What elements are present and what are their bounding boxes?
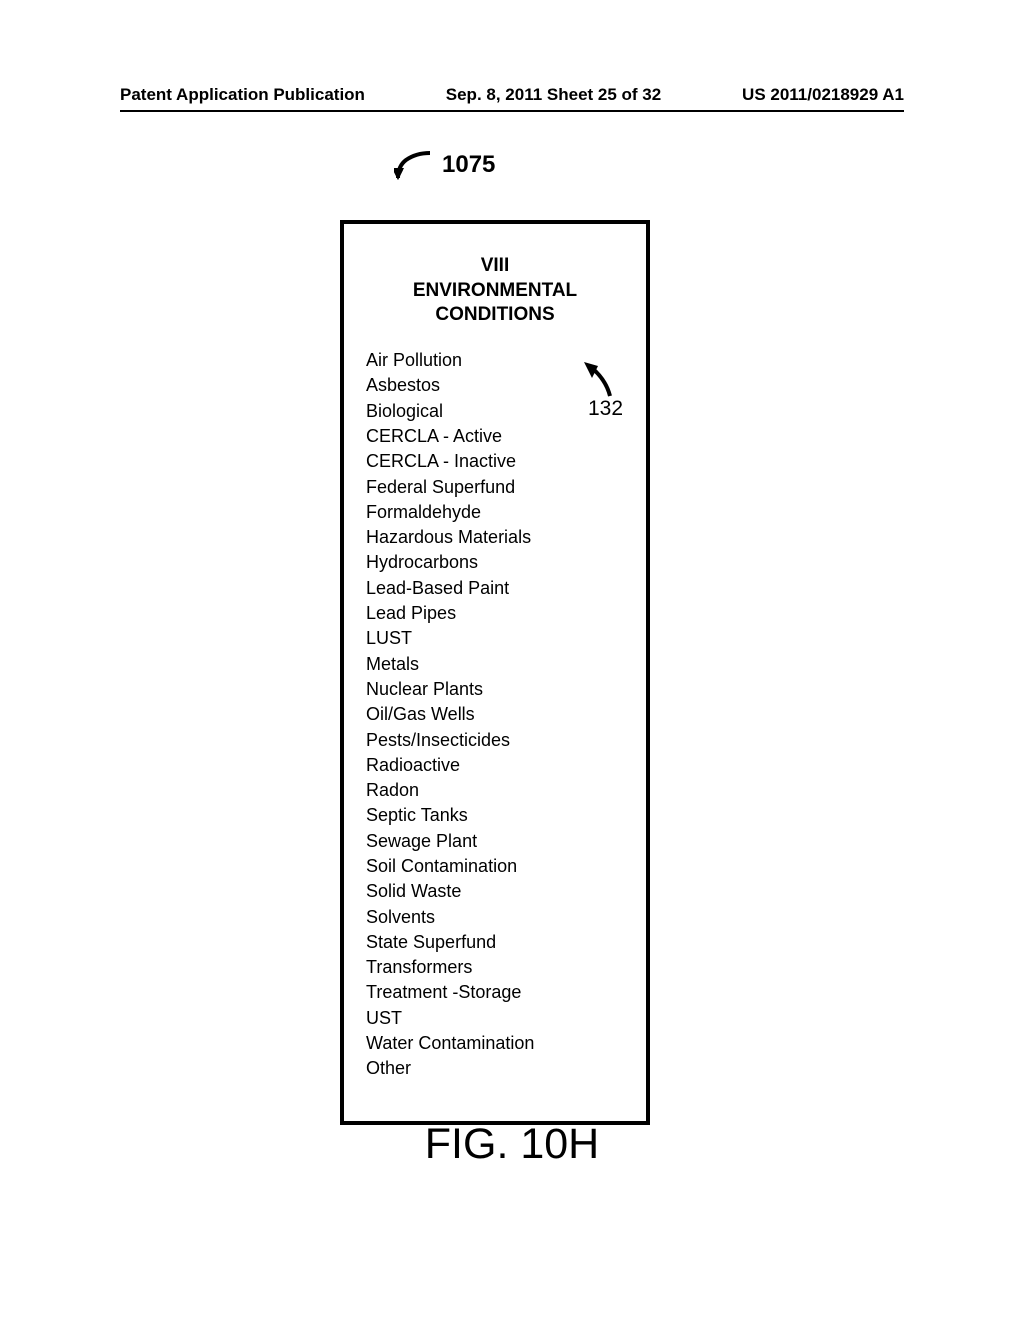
box-title-line: CONDITIONS	[366, 303, 624, 328]
figure-label: FIG. 10H	[0, 1120, 1024, 1169]
list-item: Metals	[366, 652, 624, 676]
list-item: Radon	[366, 778, 624, 802]
list-item: UST	[366, 1006, 624, 1030]
list-item: Federal Superfund	[366, 475, 624, 499]
list-item: Radioactive	[366, 753, 624, 777]
list-item: Hydrocarbons	[366, 550, 624, 574]
list-item: Formaldehyde	[366, 500, 624, 524]
arrow-hook-icon	[394, 150, 434, 180]
list-item: Sewage Plant	[366, 829, 624, 853]
list-item: Solid Waste	[366, 879, 624, 903]
box-list: Air Pollution Asbestos Biological CERCLA…	[366, 348, 624, 1081]
box-title-line: VIII	[366, 254, 624, 279]
list-item: Lead Pipes	[366, 601, 624, 625]
callout-number: 132	[588, 397, 623, 421]
header-right: US 2011/0218929 A1	[742, 85, 904, 105]
top-reference-number: 1075	[442, 151, 495, 179]
list-item: Septic Tanks	[366, 803, 624, 827]
list-item: Solvents	[366, 905, 624, 929]
list-item: CERCLA - Inactive	[366, 449, 624, 473]
callout-reference: 132	[578, 360, 646, 430]
list-item: Pests/Insecticides	[366, 728, 624, 752]
list-item: Hazardous Materials	[366, 525, 624, 549]
top-reference: 1075	[394, 150, 495, 180]
list-item: Nuclear Plants	[366, 677, 624, 701]
list-item: Other	[366, 1056, 624, 1080]
box-title: VIII ENVIRONMENTAL CONDITIONS	[366, 254, 624, 328]
box-title-line: ENVIRONMENTAL	[366, 279, 624, 304]
list-item: LUST	[366, 626, 624, 650]
list-item: Transformers	[366, 955, 624, 979]
list-item: Water Contamination	[366, 1031, 624, 1055]
callout-arrow-icon	[578, 360, 638, 400]
list-item: Soil Contamination	[366, 854, 624, 878]
list-item: Treatment -Storage	[366, 980, 624, 1004]
header-center: Sep. 8, 2011 Sheet 25 of 32	[446, 85, 661, 105]
environmental-conditions-box: VIII ENVIRONMENTAL CONDITIONS Air Pollut…	[340, 220, 650, 1125]
list-item: Lead-Based Paint	[366, 576, 624, 600]
header-line	[120, 110, 904, 112]
header-row: Patent Application Publication Sep. 8, 2…	[0, 85, 1024, 105]
list-item: State Superfund	[366, 930, 624, 954]
list-item: Oil/Gas Wells	[366, 702, 624, 726]
header-left: Patent Application Publication	[120, 85, 365, 105]
